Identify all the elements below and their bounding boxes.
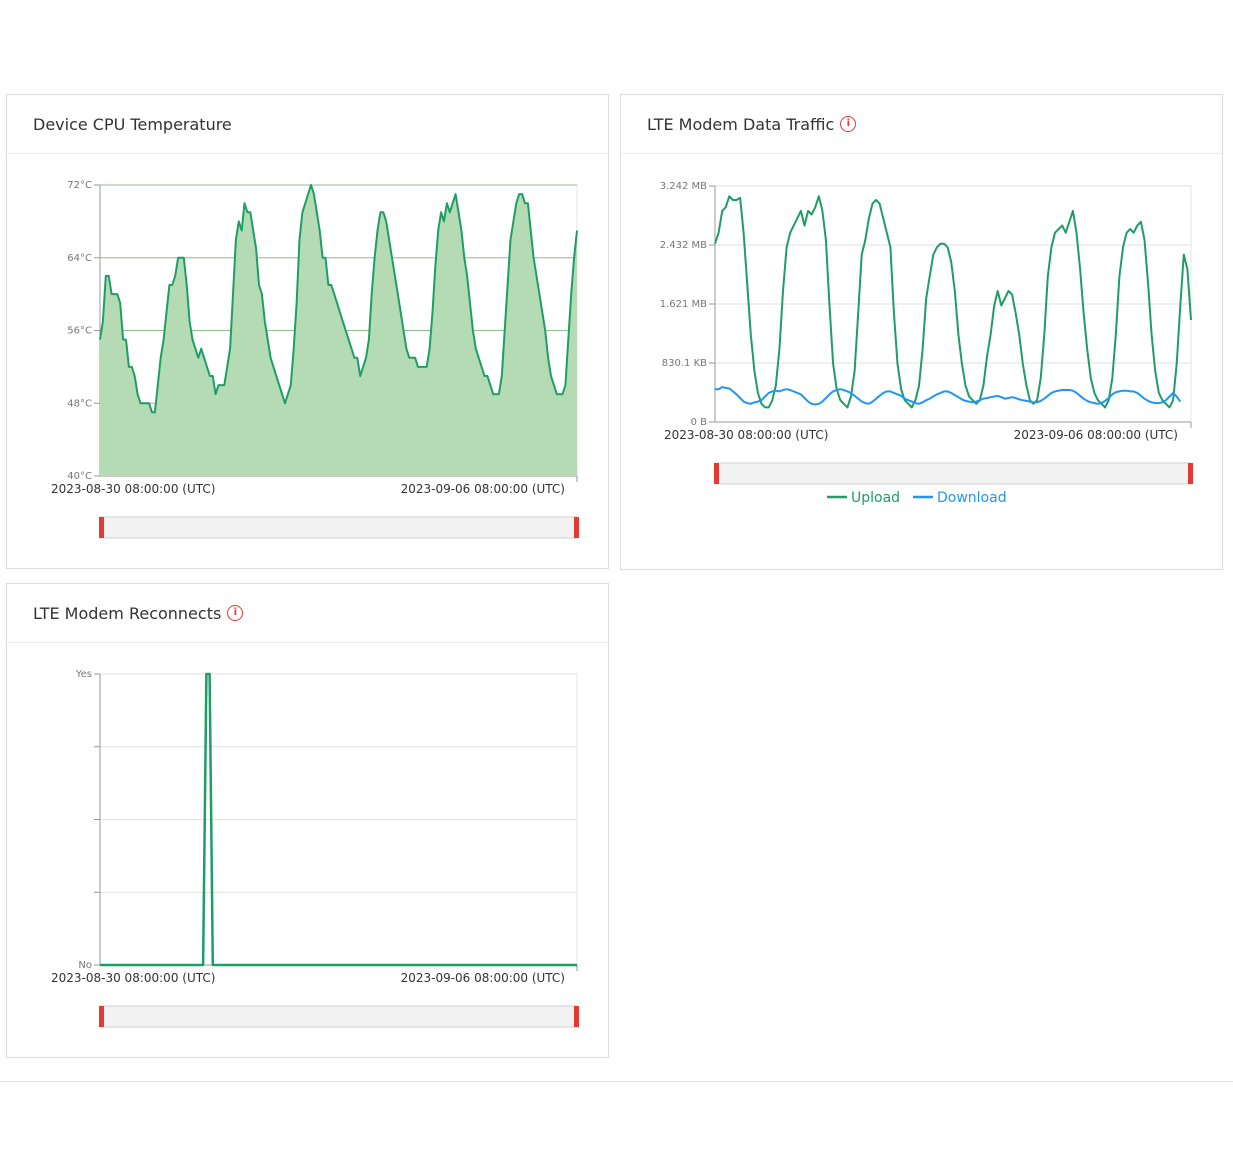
series-line-upload [714,195,1192,409]
info-icon[interactable]: i [840,116,857,132]
y-tick-label: No [78,960,92,971]
series-line-download [715,386,1182,406]
y-tick-label: Yes [75,669,92,680]
legend-item-download[interactable]: Download [937,490,1007,506]
x-tick-label: 2023-08-30 08:00:00 (UTC) [664,428,828,442]
range-scrollbar-track[interactable] [714,462,1192,485]
range-handle-left[interactable] [99,517,104,538]
x-tick-label: 2023-09-06 08:00:00 (UTC) [1014,428,1178,442]
card-header: LTE Modem Reconnects i [7,584,608,643]
y-tick-label: 0 B [691,417,708,428]
y-tick-label: 48°C [67,398,92,409]
card-header: Device CPU Temperature [7,95,608,154]
range-handle-left[interactable] [99,1006,104,1027]
y-tick-label: 72°C [67,180,92,191]
cpu-temperature-card: Device CPU Temperature 72°C 64°C 56°C 48°C 4… [6,94,609,569]
info-icon[interactable]: i [227,605,244,621]
y-tick-label: 3.242 MB [660,181,707,192]
lte-reconnects-title: LTE Modem Reconnects [33,603,222,623]
card-header: LTE Modem Data Traffic i [621,95,1222,154]
lte-data-traffic-title: LTE Modem Data Traffic [647,114,835,134]
x-tick-label: 2023-09-06 08:00:00 (UTC) [401,971,565,985]
y-tick-label: 830.1 KB [662,358,707,369]
y-tick-label: 1.621 MB [660,299,707,310]
x-tick-label: 2023-09-06 08:00:00 (UTC) [401,482,565,496]
x-tick-label: 2023-08-30 08:00:00 (UTC) [51,482,215,496]
footer-divider [0,1081,1233,1082]
lte-reconnects-card: LTE Modem Reconnects i Yes No 2023-08-30 0… [6,583,609,1058]
range-handle-right[interactable] [574,517,579,538]
range-handle-left[interactable] [714,463,719,484]
series-line-value [100,672,577,967]
lte-data-traffic-card: LTE Modem Data Traffic i 3.242 MB 2.432 M… [620,94,1223,570]
range-scrollbar-track[interactable] [99,1005,578,1028]
legend-item-upload[interactable]: Upload [851,490,900,506]
y-tick-label: 56°C [67,326,92,337]
series-line-value [99,184,578,414]
cpu-temperature-title: Device CPU Temperature [33,114,232,134]
y-tick-label: 40°C [67,471,92,482]
y-tick-label: 64°C [67,253,92,264]
range-handle-right[interactable] [574,1006,579,1027]
y-tick-label: 2.432 MB [660,240,707,251]
range-scrollbar-track[interactable] [99,516,578,539]
range-handle-right[interactable] [1188,463,1193,484]
series-area [100,185,577,476]
x-tick-label: 2023-08-30 08:00:00 (UTC) [51,971,215,985]
